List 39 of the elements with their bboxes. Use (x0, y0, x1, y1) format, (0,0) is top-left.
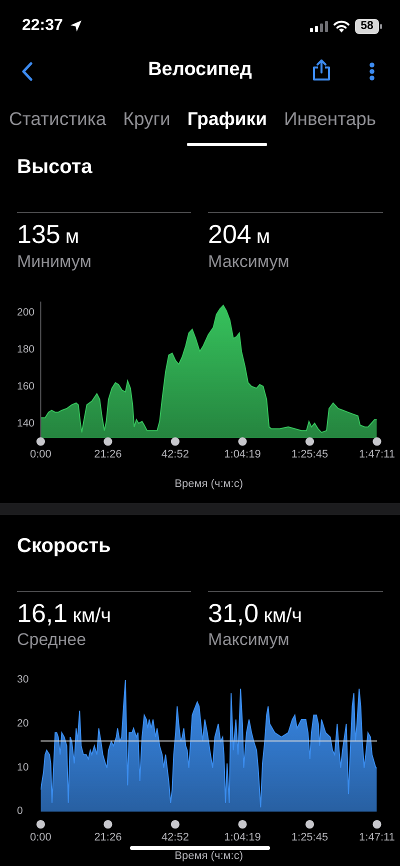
y-tick-label: 10 (17, 762, 29, 774)
y-tick-label: 200 (17, 306, 35, 319)
y-tick-label: 30 (17, 674, 29, 686)
text: 16,1 км/ч (17, 598, 112, 628)
text: Инвентарь (284, 108, 376, 129)
text: Статистика (9, 108, 106, 129)
text: Максимум (208, 630, 290, 650)
x-axis-title: Время (ч:м:с) (174, 850, 244, 864)
x-tick-label: 0:00 (30, 448, 52, 460)
text: 204 м (208, 219, 270, 249)
text: Среднее (17, 630, 86, 650)
x-tick-label: 1:47:11 (359, 448, 395, 460)
x-tick-label: 42:52 (161, 448, 189, 460)
x-tick-label: 0:00 (30, 832, 52, 844)
x-tick-label: 21:26 (94, 832, 122, 844)
y-tick-label: 160 (17, 380, 35, 392)
x-axis-title: Время (ч:м:с) (174, 478, 244, 492)
text: Круги (123, 108, 170, 129)
y-tick-label: 140 (17, 417, 35, 430)
text: Велосипед (148, 58, 252, 82)
text: 58 (360, 20, 374, 34)
x-tick-label: 1:25:45 (291, 448, 328, 460)
y-tick-label: 180 (17, 344, 35, 356)
text: Минимум (17, 252, 92, 272)
x-tick-label: 42:52 (161, 832, 189, 844)
chart-title: Высота (17, 155, 92, 179)
y-tick-label: 0 (17, 806, 24, 818)
text: 22:37 (22, 16, 63, 36)
text: Максимум (208, 252, 290, 272)
x-tick-label: 1:47:11 (359, 832, 395, 844)
x-tick-label: 1:04:19 (224, 448, 261, 460)
y-tick-label: 20 (17, 718, 29, 730)
x-tick-label: 1:25:45 (291, 832, 328, 844)
text: 135 м (17, 219, 80, 249)
text: 31,0 км/ч (208, 598, 302, 628)
x-tick-label: 21:26 (94, 448, 122, 460)
x-tick-label: 1:04:19 (224, 832, 261, 844)
chart-title: Скорость (17, 534, 111, 558)
text: Графики (187, 108, 267, 129)
